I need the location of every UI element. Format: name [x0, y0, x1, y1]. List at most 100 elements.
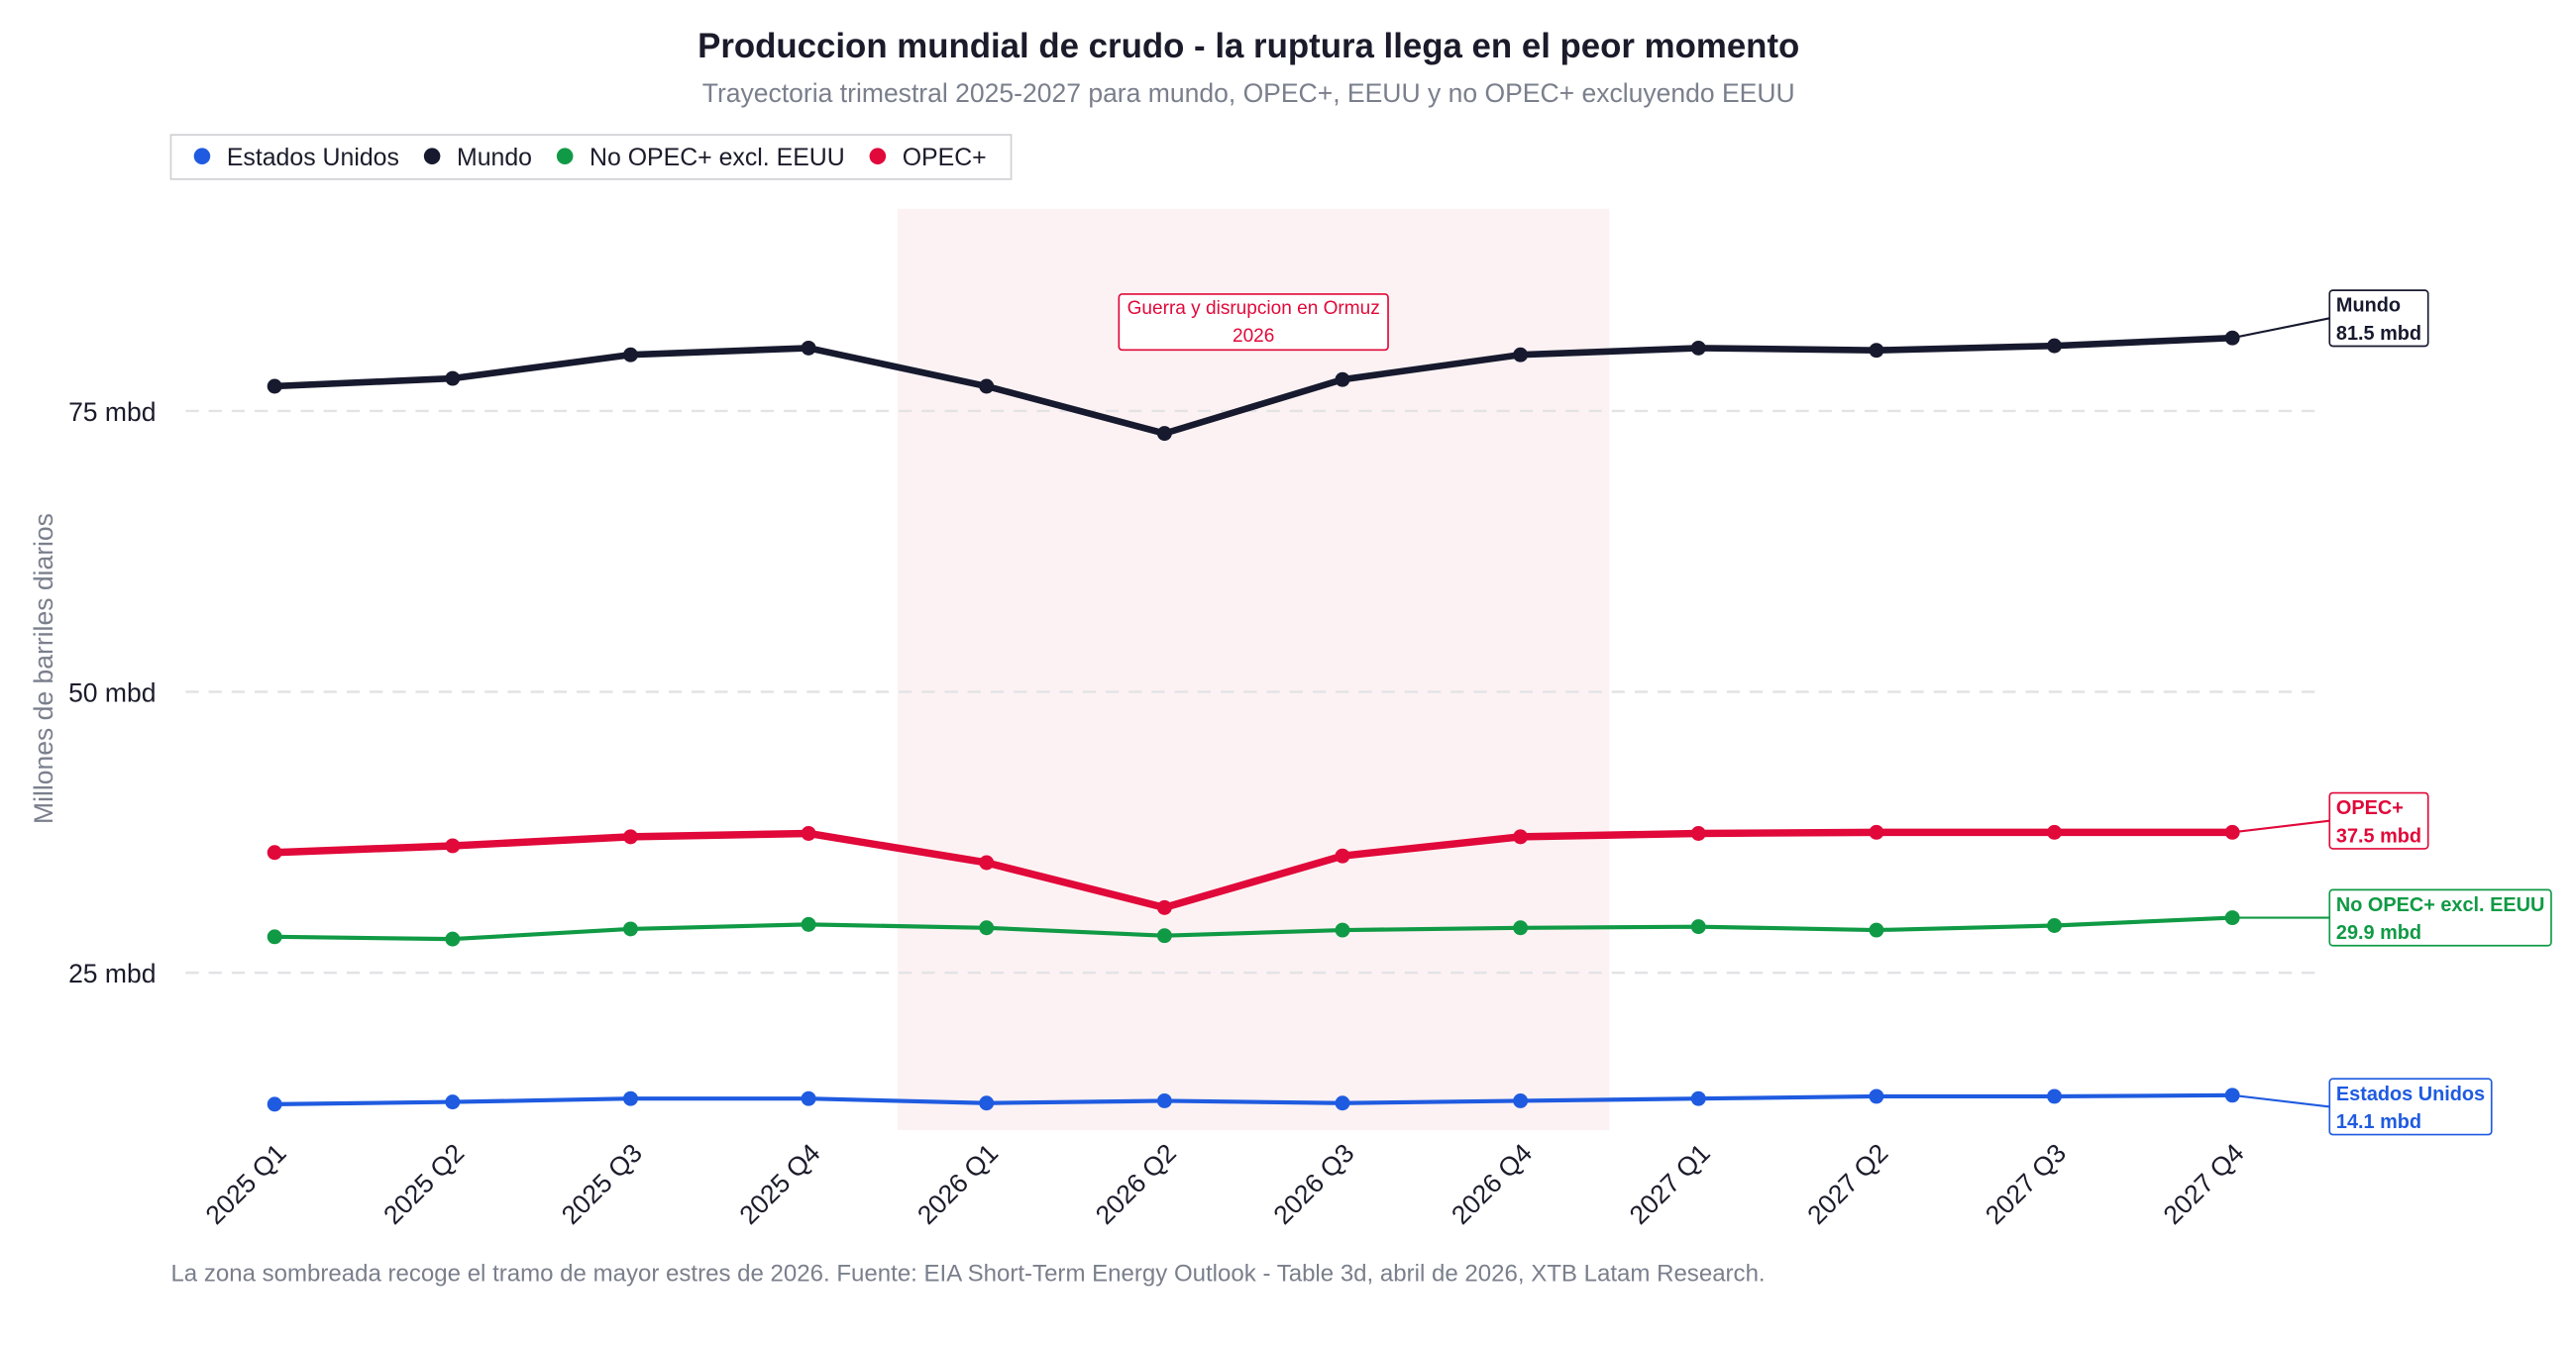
x-tick-label: 2027 Q3 — [1980, 1138, 2072, 1230]
end-label: Mundo 81.5 mbd — [2328, 289, 2429, 348]
x-tick-label: 2026 Q4 — [1446, 1138, 1538, 1230]
label-leader — [2231, 317, 2330, 340]
data-point — [622, 921, 638, 937]
data-point — [1156, 928, 1172, 944]
data-point — [267, 929, 282, 945]
series-line — [274, 828, 2233, 912]
x-tick-label: 2027 Q4 — [2158, 1138, 2250, 1230]
data-point — [1335, 848, 1350, 864]
data-point — [267, 1096, 282, 1112]
series-line — [274, 915, 2233, 942]
end-label: OPEC+ 37.5 mbd — [2328, 791, 2429, 850]
data-point — [1513, 347, 1529, 363]
x-tick-label: 2026 Q2 — [1090, 1138, 1182, 1230]
data-point — [1513, 1093, 1529, 1108]
data-point — [2047, 338, 2062, 354]
legend-label: No OPEC+ excl. EEUU — [590, 144, 845, 171]
end-label-name: Estados Unidos — [2336, 1084, 2485, 1105]
data-point — [2047, 1088, 2062, 1104]
legend: Estados Unidos Mundo No OPEC+ excl. EEUU OP… — [169, 134, 1013, 180]
end-label-name: No OPEC+ excl. EEUU — [2336, 894, 2544, 916]
data-label: 14.1 mbd — [2336, 1111, 2421, 1133]
legend-label: OPEC+ — [903, 144, 987, 171]
data-point — [2224, 330, 2240, 346]
label-leader — [2232, 819, 2330, 834]
end-label-box — [2328, 791, 2429, 850]
legend-swatch — [423, 148, 441, 164]
data-point — [622, 347, 638, 363]
data-point — [445, 931, 461, 947]
data-point — [1869, 922, 1884, 938]
y-tick-label: 50 mbd — [68, 677, 156, 707]
data-point — [1690, 919, 1706, 935]
end-label-name: OPEC+ — [2336, 797, 2404, 819]
end-label-name: Mundo — [2336, 295, 2401, 317]
legend-label: Estados Unidos — [227, 144, 399, 171]
data-point — [979, 920, 995, 936]
x-tick-label: 2025 Q4 — [733, 1138, 825, 1230]
annotation-box — [1118, 293, 1389, 352]
end-label-box — [2328, 1078, 2493, 1136]
series-line — [274, 334, 2233, 437]
data-point — [1513, 829, 1529, 845]
data-point — [1335, 1095, 1350, 1111]
data-point — [979, 378, 995, 394]
data-point — [445, 1094, 461, 1110]
y-tick-label: 75 mbd — [68, 397, 156, 427]
footnote: La zona sombreada recoge el tramo de may… — [170, 1261, 1765, 1288]
legend-label: Mundo — [457, 144, 532, 171]
data-point — [1156, 426, 1172, 442]
y-tick-label: 25 mbd — [68, 959, 156, 988]
x-tick-label: 2027 Q1 — [1624, 1138, 1716, 1230]
data-label: 29.9 mbd — [2336, 922, 2421, 944]
data-point — [267, 845, 282, 861]
series-line — [274, 1092, 2233, 1106]
data-point — [267, 378, 282, 394]
annotation-text: Guerra y disrupcion en Ormuz — [1127, 298, 1380, 319]
data-point — [979, 855, 995, 871]
data-point — [1335, 922, 1350, 938]
end-label: Estados Unidos 14.1 mbd — [2328, 1078, 2493, 1136]
data-point — [445, 838, 461, 854]
end-label: No OPEC+ excl. EEUU 29.9 mbd — [2328, 888, 2552, 947]
data-label: 81.5 mbd — [2336, 323, 2421, 345]
data-point — [2224, 824, 2240, 840]
data-point — [1869, 343, 1884, 359]
data-point — [1156, 1093, 1172, 1108]
x-tick-label: 2025 Q3 — [556, 1138, 648, 1230]
annotation: Guerra y disrupcion en Ormuz 2026 — [1118, 293, 1389, 352]
data-point — [2047, 824, 2062, 840]
data-point — [1513, 920, 1529, 936]
data-point — [801, 826, 816, 841]
y-axis-label: Millones de barriles diarios — [29, 513, 58, 824]
data-point — [1869, 824, 1884, 840]
x-tick-label: 2025 Q1 — [200, 1138, 292, 1230]
chart-title: Produccion mundial de crudo - la ruptura… — [698, 27, 1799, 65]
end-label-box — [2328, 888, 2552, 947]
shaded-zone — [897, 208, 1610, 1130]
data-point — [801, 1090, 816, 1106]
x-tick-label: 2025 Q2 — [377, 1138, 470, 1230]
legend-swatch — [556, 148, 574, 164]
legend-swatch — [869, 148, 887, 164]
data-point — [1869, 1088, 1884, 1104]
x-tick-label: 2027 Q2 — [1801, 1138, 1893, 1230]
chart-subtitle: Trayectoria trimestral 2025-2027 para mu… — [702, 78, 1795, 108]
legend-swatch — [193, 148, 211, 164]
data-point — [801, 916, 816, 932]
data-point — [1690, 826, 1706, 841]
data-point — [2224, 1088, 2240, 1103]
data-point — [622, 1090, 638, 1106]
data-point — [445, 370, 461, 386]
end-label-box — [2328, 289, 2429, 348]
data-point — [1156, 899, 1172, 915]
data-label: 37.5 mbd — [2336, 825, 2421, 847]
data-point — [2047, 918, 2062, 933]
data-point — [622, 829, 638, 845]
data-point — [801, 340, 816, 356]
data-point — [1690, 1090, 1706, 1106]
data-point — [979, 1095, 995, 1111]
data-point — [1335, 371, 1350, 387]
data-point — [2224, 910, 2240, 926]
